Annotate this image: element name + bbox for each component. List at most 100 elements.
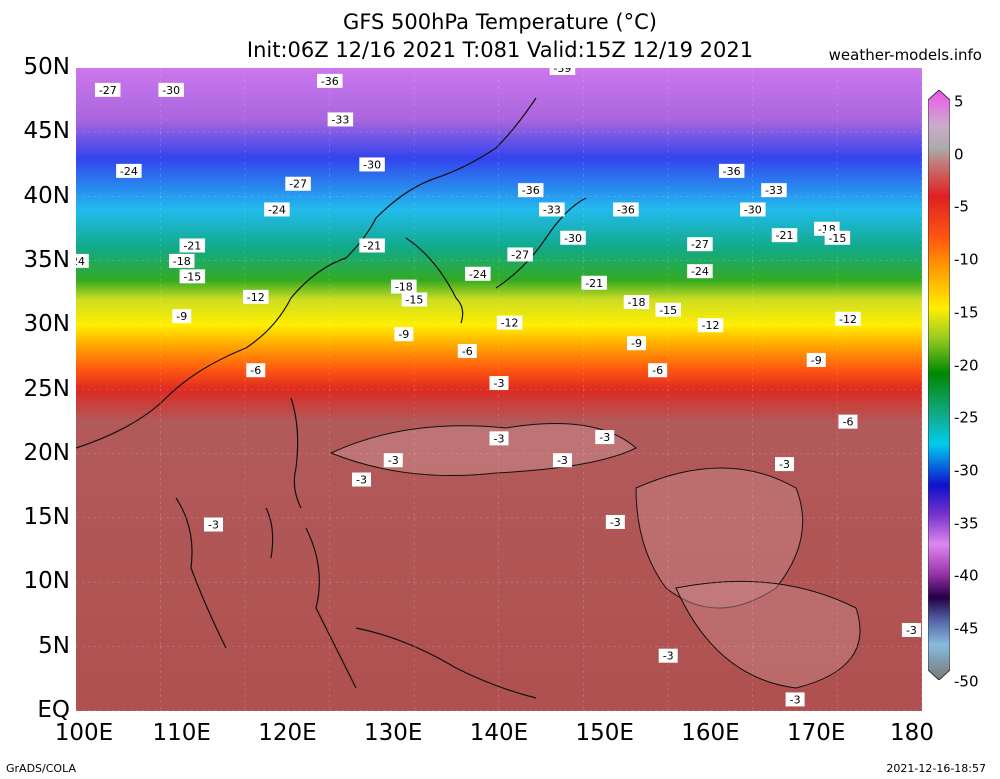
colorbar-tick-label: -50: [954, 672, 979, 691]
svg-text:-9: -9: [631, 337, 642, 350]
svg-text:-27: -27: [691, 238, 709, 251]
contour-label: -36: [718, 163, 745, 178]
svg-text:-3: -3: [906, 624, 917, 637]
colorbar-tick-label: -10: [954, 250, 979, 269]
longitude-tick-label: 160E: [681, 720, 740, 746]
latitude-tick-label: 10N: [23, 568, 70, 595]
contour-label: -27: [687, 237, 713, 252]
contour-label: -30: [158, 82, 184, 97]
chart-title-line1: GFS 500hPa Temperature (°C): [343, 10, 657, 34]
contour-label: -9: [172, 309, 192, 324]
contour-label: -30: [560, 230, 586, 245]
contour-label: -39: [549, 68, 576, 75]
map-panel: -39 -27 -30 -36 -33 -30 -24 -27 -24 -36 -33 -36 -36-…: [76, 68, 922, 711]
contour-label: -24: [465, 266, 491, 281]
contour-label: -3: [775, 457, 795, 472]
contour-label: -18: [169, 253, 195, 268]
contour-label: -9: [394, 327, 414, 342]
svg-text:-24: -24: [268, 203, 286, 216]
contour-label: -6: [838, 414, 858, 429]
contour-label: -9: [806, 352, 826, 367]
latitude-tick-label: 30N: [23, 311, 70, 338]
svg-text:-3: -3: [557, 454, 568, 467]
svg-text:-3: -3: [388, 454, 399, 467]
latitude-tick-label: 40N: [23, 182, 70, 209]
contour-label: -3: [595, 430, 615, 445]
contour-label: -15: [824, 230, 851, 245]
colorbar-tick-label: -25: [954, 408, 979, 427]
contour-label: -15: [179, 269, 206, 284]
chart-title-line2: Init:06Z 12/16 2021 T:081 Valid:15Z 12/1…: [246, 38, 754, 62]
contour-label: -3: [605, 514, 625, 529]
contour-label: -21: [179, 238, 206, 253]
svg-text:-24: -24: [469, 268, 487, 281]
contour-label: -21: [771, 228, 798, 243]
svg-text:-24: -24: [120, 165, 138, 178]
svg-text:-33: -33: [765, 184, 783, 197]
svg-text:-39: -39: [553, 68, 571, 75]
colorbar-tick-label: 0: [954, 145, 964, 164]
contour-label: -33: [539, 202, 565, 217]
contour-label: -6: [457, 343, 477, 358]
svg-text:-6: -6: [462, 345, 473, 358]
contour-label: -30: [740, 202, 766, 217]
latitude-tick-label: 50N: [23, 54, 70, 80]
svg-text:-3: -3: [494, 377, 505, 390]
latitude-tick-label: 25N: [23, 375, 70, 402]
svg-text:-3: -3: [663, 650, 674, 663]
contour-label: -36: [317, 73, 343, 88]
svg-text:-6: -6: [842, 416, 853, 429]
longitude-tick-label: 180: [890, 720, 934, 746]
svg-text:-30: -30: [744, 203, 762, 216]
contour-label: -3: [383, 453, 403, 468]
svg-text:-36: -36: [617, 203, 635, 216]
svg-text:-9: -9: [811, 354, 822, 367]
svg-text:-15: -15: [183, 270, 201, 283]
contour-label: -15: [401, 292, 428, 307]
svg-text:-15: -15: [828, 232, 846, 245]
latitude-tick-label: 20N: [23, 439, 70, 466]
contour-label: -18: [391, 279, 417, 294]
contour-label: -33: [761, 183, 787, 198]
svg-text:-30: -30: [162, 84, 180, 97]
longitude-tick-label: 130E: [364, 720, 423, 746]
svg-text:-9: -9: [398, 328, 409, 341]
contour-label: -12: [243, 289, 269, 304]
colorbar: [928, 90, 950, 680]
svg-text:-21: -21: [776, 229, 794, 242]
svg-text:-33: -33: [331, 113, 349, 126]
contour-label: -3: [658, 648, 678, 663]
svg-text:-24: -24: [76, 255, 85, 268]
contour-label: -3: [489, 431, 509, 446]
svg-text:-21: -21: [183, 239, 201, 252]
latitude-tick-label: 5N: [38, 632, 70, 659]
contour-label: -3: [785, 692, 805, 707]
contour-label: -3: [489, 376, 509, 391]
svg-text:-24: -24: [691, 265, 709, 278]
svg-text:-36: -36: [321, 75, 339, 88]
svg-text:-6: -6: [250, 364, 261, 377]
svg-text:-12: -12: [702, 319, 720, 332]
svg-text:-3: -3: [356, 474, 367, 487]
contour-label: -3: [352, 472, 372, 487]
contour-label: -9: [626, 336, 646, 351]
contour-label: -18: [623, 295, 650, 310]
contour-label: -3: [203, 517, 223, 532]
contour-label: -36: [517, 183, 544, 198]
svg-text:-36: -36: [522, 184, 540, 197]
contour-label: -21: [581, 275, 607, 290]
longitude-tick-label: 170E: [787, 720, 846, 746]
contour-label: -12: [835, 311, 861, 326]
colorbar-tick-label: -15: [954, 303, 979, 322]
colorbar-tick-label: 5: [954, 92, 964, 111]
svg-text:-18: -18: [627, 296, 645, 309]
contour-label: -21: [359, 238, 385, 253]
svg-text:-18: -18: [395, 281, 413, 294]
svg-text:-18: -18: [173, 255, 191, 268]
colorbar-tick-label: -30: [954, 461, 979, 480]
contour-label: -27: [94, 82, 121, 97]
svg-text:-21: -21: [585, 277, 603, 290]
svg-text:-33: -33: [543, 203, 561, 216]
svg-text:-27: -27: [511, 248, 529, 261]
contour-label: -15: [655, 302, 681, 317]
